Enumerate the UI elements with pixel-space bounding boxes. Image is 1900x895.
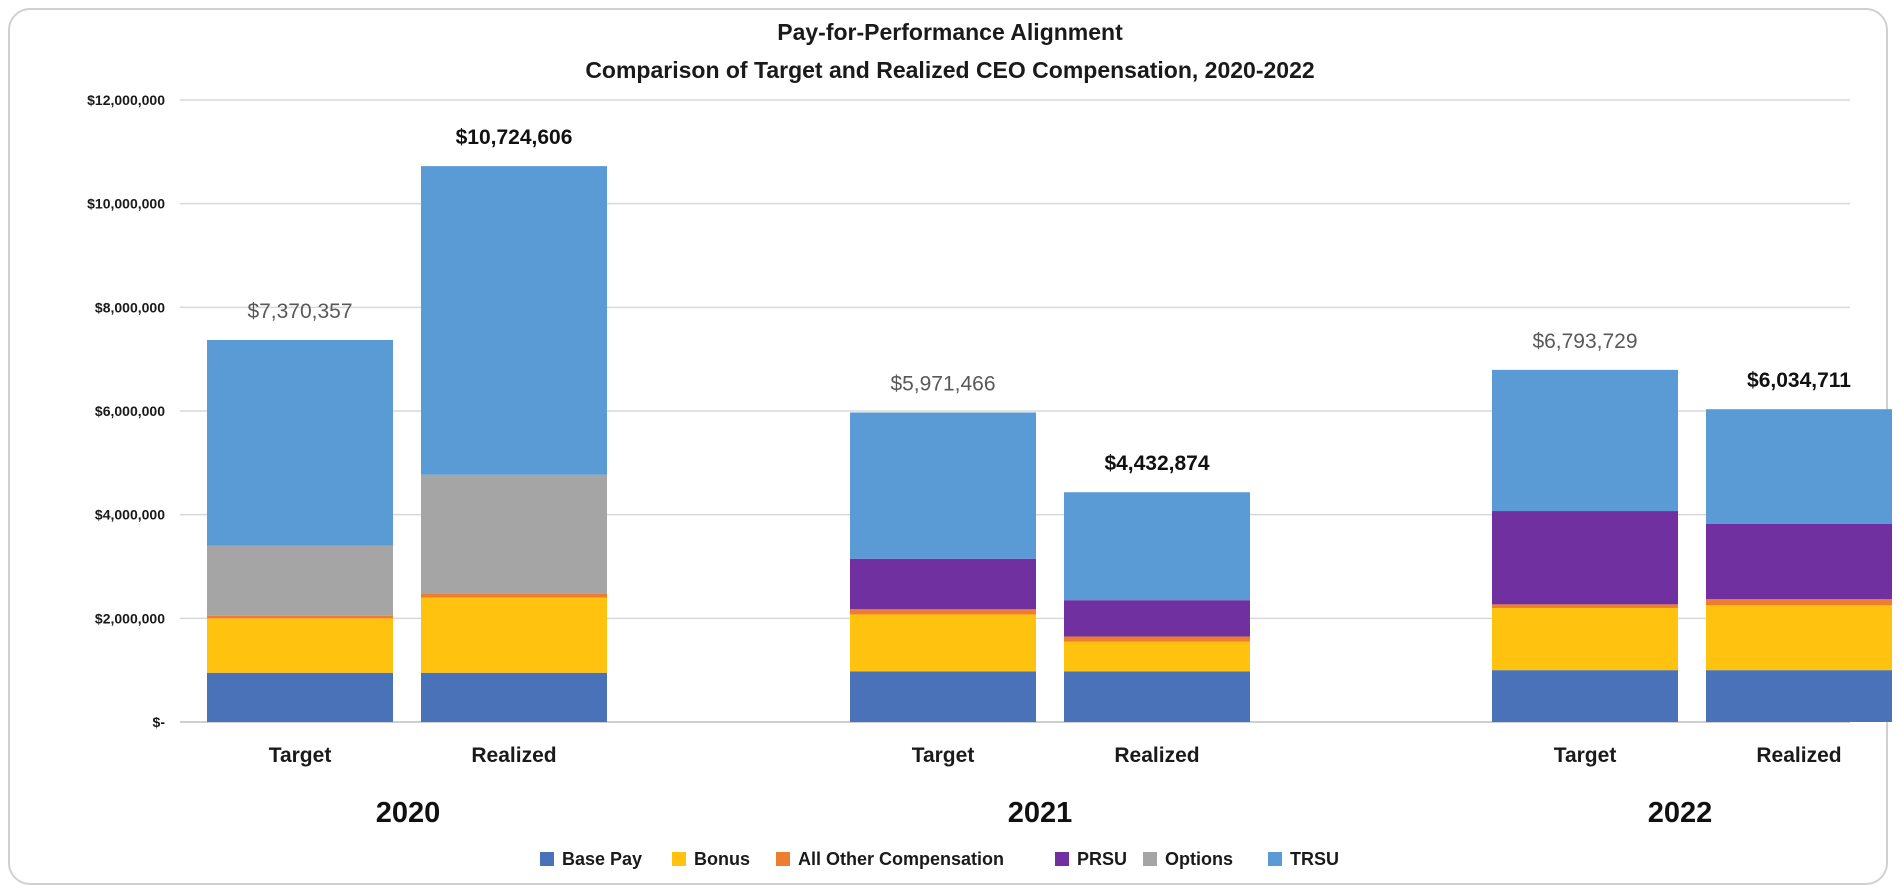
legend-label: Base Pay <box>562 849 642 869</box>
legend-label: TRSU <box>1290 849 1339 869</box>
bar-total-label: $6,793,729 <box>1532 330 1637 353</box>
bar-segment-all-other-compensation <box>207 615 393 619</box>
bar-segment-base-pay <box>207 672 393 722</box>
x-tick-label: Target <box>912 744 975 767</box>
y-tick-label: $4,000,000 <box>95 507 165 523</box>
bar-segment-all-other-compensation <box>850 609 1036 615</box>
bar-segment-all-other-compensation <box>1492 604 1678 608</box>
bar-segment-bonus <box>850 614 1036 672</box>
y-tick-label: $10,000,000 <box>87 196 165 212</box>
bar-segment-options <box>421 474 607 594</box>
bar-segment-all-other-compensation <box>421 593 607 598</box>
bar-total-label: $6,034,711 <box>1747 369 1851 392</box>
x-tick-label: Realized <box>471 744 556 767</box>
legend-swatch <box>1055 852 1069 866</box>
bar-segment-all-other-compensation <box>1064 636 1250 642</box>
year-group-label: 2020 <box>376 797 441 829</box>
bar-segment-trsu <box>1492 369 1678 512</box>
bar-total-label: $7,370,357 <box>247 300 352 323</box>
legend-swatch <box>540 852 554 866</box>
legend-label: Bonus <box>694 849 750 869</box>
x-axis-groups: 2020 2021 2022 <box>376 797 1713 829</box>
x-axis-categories: Target Realized Target Realized Target Realiz… <box>269 744 1842 767</box>
y-tick-label: $6,000,000 <box>95 403 165 419</box>
year-group-label: 2021 <box>1008 797 1073 829</box>
y-tick-label: $2,000,000 <box>95 610 165 626</box>
bar-segment-prsu <box>1064 600 1250 637</box>
bar-segment-base-pay <box>421 672 607 722</box>
y-tick-label: $12,000,000 <box>87 92 165 108</box>
chart-title: Pay-for-Performance Alignment <box>777 19 1123 45</box>
bar-segment-base-pay <box>850 671 1036 722</box>
bar-segment-prsu <box>1492 511 1678 605</box>
legend-label: All Other Compensation <box>798 849 1004 869</box>
legend: Base Pay Bonus All Other Compensation PRSU O… <box>540 849 1339 869</box>
legend-swatch <box>776 852 790 866</box>
legend-swatch <box>672 852 686 866</box>
bar-segment-bonus <box>207 618 393 673</box>
bar-segment-trsu <box>1706 409 1892 524</box>
bar-segment-trsu <box>850 412 1036 559</box>
legend-label: Options <box>1165 849 1233 869</box>
bar-segment-bonus <box>1064 641 1250 672</box>
bar-total-label: $4,432,874 <box>1104 452 1209 475</box>
legend-label: PRSU <box>1077 849 1127 869</box>
bar-stacks <box>207 166 1892 722</box>
bar-total-label: $5,971,466 <box>890 372 995 395</box>
legend-swatch <box>1143 852 1157 866</box>
y-tick-label: $- <box>153 714 166 730</box>
bar-segment-base-pay <box>1706 670 1892 722</box>
bar-segment-all-other-compensation <box>1706 599 1892 606</box>
bar-total-label: $10,724,606 <box>456 126 573 149</box>
bar-segment-base-pay <box>1064 671 1250 722</box>
bar-segment-prsu <box>1706 523 1892 600</box>
bar-segment-prsu <box>850 558 1036 610</box>
bar-segment-bonus <box>1706 605 1892 671</box>
x-tick-label: Target <box>269 744 332 767</box>
y-axis-ticks: $- $2,000,000 $4,000,000 $6,000,000 $8,000,0… <box>87 92 165 730</box>
x-tick-label: Realized <box>1114 744 1199 767</box>
bar-segment-trsu <box>421 166 607 475</box>
bar-segment-bonus <box>421 597 607 673</box>
x-tick-label: Target <box>1554 744 1617 767</box>
year-group-label: 2022 <box>1648 797 1713 829</box>
y-tick-label: $8,000,000 <box>95 299 165 315</box>
bar-segment-bonus <box>1492 607 1678 671</box>
legend-swatch <box>1268 852 1282 866</box>
chart-subtitle: Comparison of Target and Realized CEO Co… <box>585 57 1314 83</box>
x-tick-label: Realized <box>1756 744 1841 767</box>
bar-segment-trsu <box>207 339 393 546</box>
bar-segment-trsu <box>1064 492 1250 601</box>
bar-segment-options <box>207 545 393 616</box>
bar-segment-base-pay <box>1492 670 1678 722</box>
total-labels: $7,370,357 $10,724,606 $5,971,466 $4,432,87… <box>247 126 1851 475</box>
